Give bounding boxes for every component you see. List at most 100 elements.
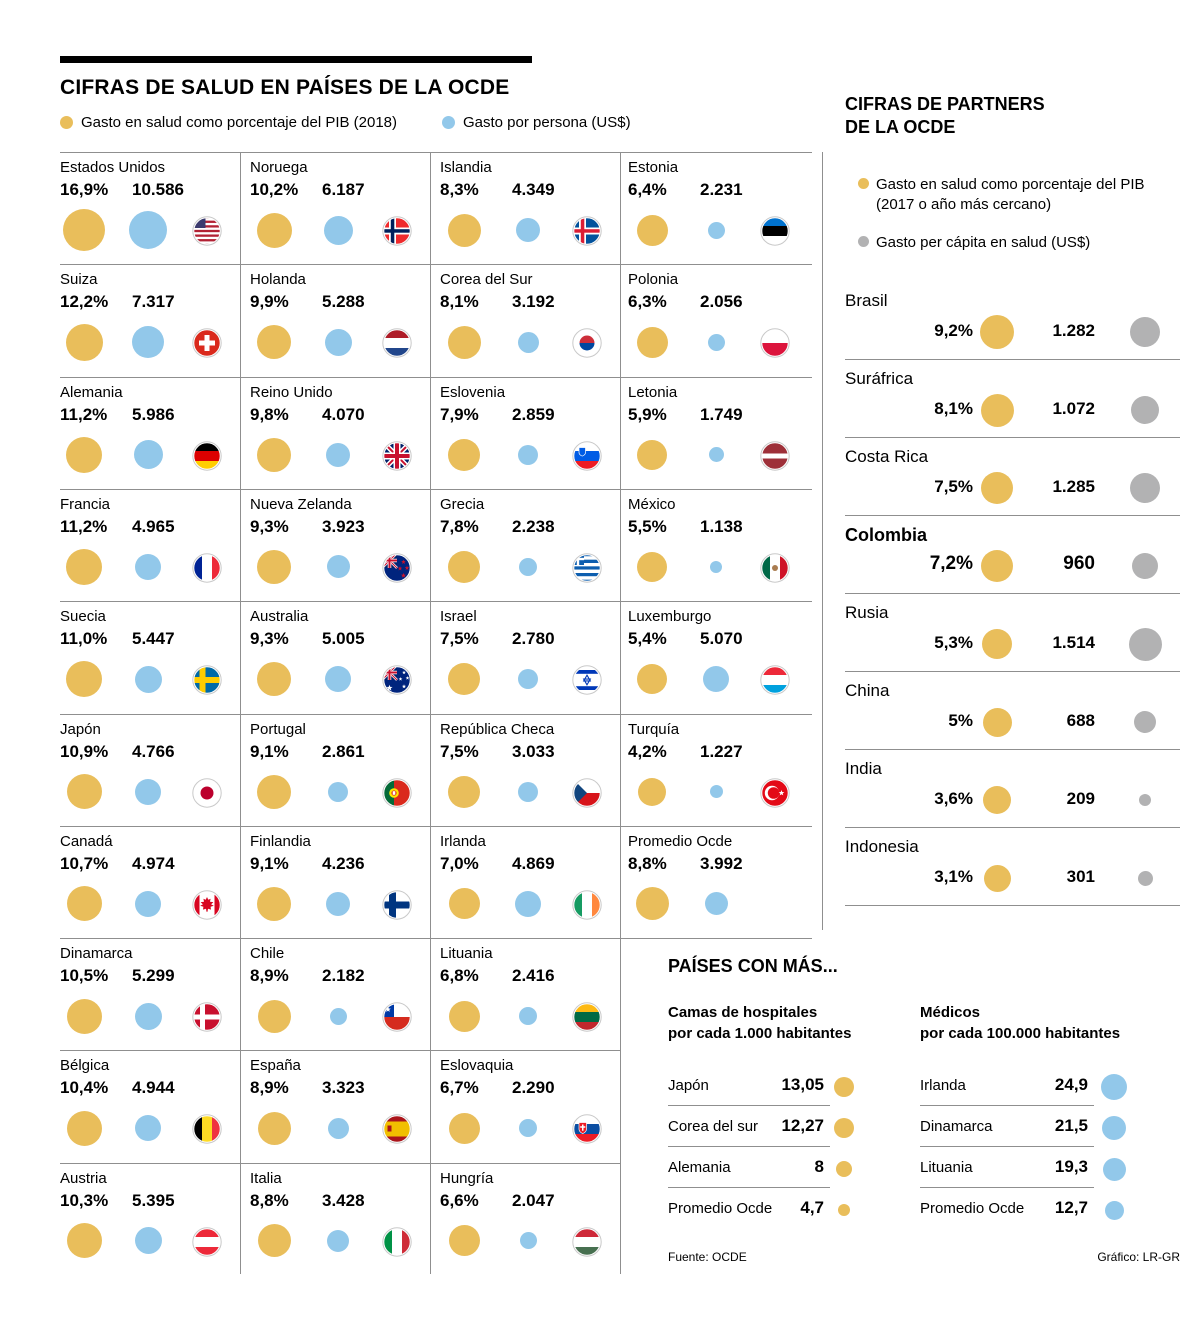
lv-flag (760, 440, 790, 471)
partner-capita-value: 960 (1063, 553, 1095, 574)
beds-circle (834, 1077, 854, 1097)
country-name: Irlanda (440, 832, 486, 850)
gdp-circle (65, 323, 103, 361)
divider-line (60, 601, 812, 603)
flag-au-icon (382, 665, 412, 695)
flag-nz-icon (382, 553, 412, 583)
jp-flag (192, 777, 222, 808)
country-name: Islandia (440, 159, 492, 176)
sk-flag (572, 1114, 602, 1145)
flag-ch-icon (192, 328, 222, 358)
flag-tr-icon (760, 777, 790, 808)
gdp-percent-value: 5,9% (628, 404, 667, 424)
per-person-value: 3.428 (322, 1190, 365, 1210)
partner-capita-circle (1128, 627, 1162, 661)
flag-es-icon (382, 1114, 412, 1145)
country-name: Promedio Ocde (628, 832, 733, 850)
country-cell: Eslovenia 7,9% 2.859 (440, 377, 620, 489)
country-cell: Grecia 7,8% 2.238 (440, 489, 620, 601)
beds-circle (836, 1161, 852, 1177)
partner-row: China 5% 688 (845, 678, 1180, 756)
divider-line (920, 1187, 1094, 1188)
country-name: España (250, 1057, 301, 1075)
is-flag (572, 216, 602, 246)
country-name: Eslovaquia (440, 1057, 514, 1075)
flag-no-icon (382, 216, 412, 246)
gdp-percent-value: 5,4% (628, 629, 667, 649)
flag-hu-icon (572, 1226, 602, 1257)
country-name: Finlandia (250, 832, 311, 850)
flag-gr-icon (572, 553, 602, 583)
gdp-percent-value: 10,3% (60, 1190, 109, 1210)
per-person-circle (328, 781, 348, 802)
gdp-percent-value: 6,7% (440, 1078, 479, 1098)
gdp-circle (257, 549, 291, 584)
country-name: Nueva Zelanda (250, 495, 352, 513)
divider-line (845, 593, 1180, 594)
ie-flag (572, 890, 602, 920)
partner-row: Rusia 5,3% 1.514 (845, 600, 1180, 678)
gdp-circle (635, 887, 669, 921)
ca-flag (192, 890, 222, 920)
beds-value: 12,27 (781, 1116, 824, 1135)
beds-row: Corea del sur 12,27 (668, 1115, 888, 1155)
lt-flag (572, 1002, 602, 1032)
per-person-circle (707, 221, 725, 239)
flag-dk-icon (192, 1002, 222, 1032)
partner-gdp-circle (983, 864, 1011, 892)
gdp-circle (448, 1000, 480, 1032)
per-person-value: 2.047 (512, 1190, 555, 1210)
gdp-percent-value: 6,3% (628, 292, 667, 312)
partner-name: Rusia (845, 603, 889, 622)
gdp-percent-value: 9,1% (250, 741, 289, 761)
gdp-circle (448, 888, 480, 920)
doctors-value: 19,3 (1054, 1157, 1088, 1176)
gdp-circle (448, 775, 480, 808)
flag-lv-icon (760, 440, 790, 471)
paises-con-mas-title: PAÍSES CON MÁS... (668, 956, 838, 976)
ch-flag (192, 328, 222, 358)
gdp-circle (448, 1225, 480, 1257)
no-flag (382, 216, 412, 246)
partner-row: Indonesia 3,1% 301 (845, 834, 1180, 912)
per-person-circle (135, 1115, 161, 1142)
partners-title-line2: DE LA OCDE (845, 117, 956, 137)
flag-it-icon (382, 1226, 412, 1257)
si-flag (572, 440, 602, 471)
gdp-circle (447, 213, 481, 247)
per-person-value: 4.974 (132, 853, 175, 873)
partner-capita-circle (1130, 473, 1160, 503)
partner-gdp-percent: 7,2% (929, 553, 973, 574)
doctors-subtitle-line2: por cada 100.000 habitantes (920, 1025, 1121, 1043)
gdp-percent-value: 10,2% (250, 180, 299, 199)
country-cell: Israel 7,5% 2.780 (440, 601, 620, 713)
per-person-value: 1.138 (700, 516, 743, 536)
gdp-percent-value: 12,2% (60, 292, 109, 312)
flag-ee-icon (760, 216, 790, 246)
dk-flag (192, 1002, 222, 1032)
kr-flag (572, 328, 602, 358)
country-name: Hungría (440, 1169, 494, 1187)
per-person-circle (709, 785, 723, 798)
gdp-legend-label: Gasto en salud como porcentaje del PIB (… (81, 114, 398, 131)
divider-line (60, 1050, 620, 1052)
per-person-circle (519, 557, 537, 576)
partner-name: Suráfrica (845, 369, 914, 388)
country-name: Promedio Ocde (920, 1200, 1025, 1217)
partner-name: India (845, 759, 882, 778)
country-cell: Alemania 11,2% 5.986 (60, 377, 240, 489)
per-person-circle (516, 218, 540, 242)
per-person-value: 1.227 (700, 741, 743, 761)
pt-flag (382, 777, 412, 808)
country-cell: Australia 9,3% 5.005 (250, 601, 430, 713)
partner-name: China (845, 681, 890, 700)
country-cell: Bélgica 10,4% 4.944 (60, 1050, 240, 1162)
gdp-percent-value: 8,1% (440, 292, 479, 312)
partner-row: Costa Rica 7,5% 1.285 (845, 444, 1180, 522)
partner-capita-value: 1.514 (1052, 633, 1095, 652)
per-person-value: 4.236 (322, 853, 365, 873)
beds-value: 13,05 (781, 1075, 824, 1094)
partner-gdp-circle (982, 629, 1012, 659)
partner-gdp-percent: 9,2% (934, 321, 973, 340)
partner-gdp-circle (983, 786, 1011, 814)
